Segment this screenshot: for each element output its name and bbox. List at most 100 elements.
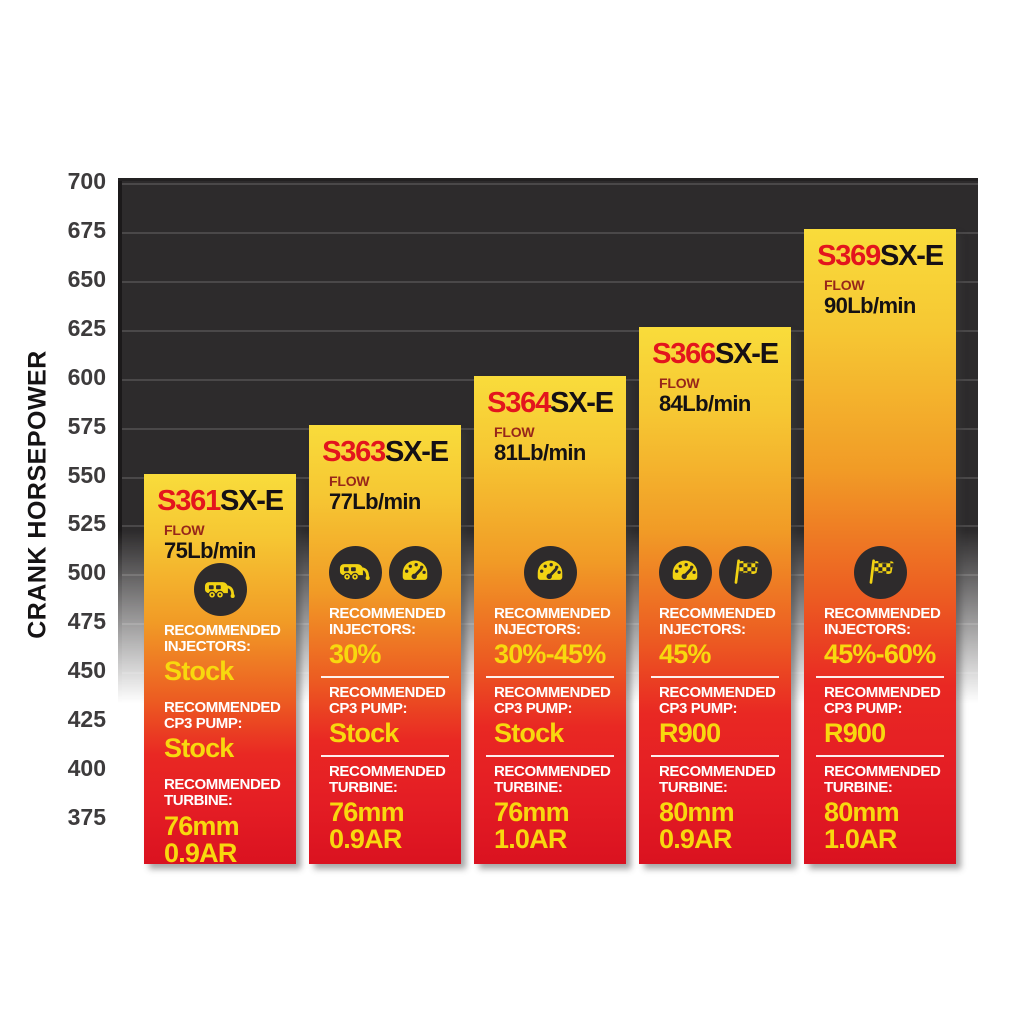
spec-section: RECOMMENDED INJECTORS: Stock — [144, 623, 296, 685]
bar-title: S369SX-E — [804, 239, 956, 272]
gauge-icon — [658, 545, 712, 599]
spec-section: RECOMMENDED INJECTORS: 30% — [309, 604, 461, 669]
flow-block: FLOW 77Lb/min — [309, 467, 461, 515]
bar-title: S361SX-E — [144, 484, 296, 517]
y-tick-label: 425 — [67, 706, 106, 733]
spec-section: RECOMMENDED TURBINE: 76mm 0.9AR — [309, 762, 461, 854]
flow-block: FLOW 84Lb/min — [639, 369, 791, 417]
y-axis-title: CRANK HORSEPOWER — [23, 350, 52, 639]
y-tick-label: 500 — [67, 559, 106, 586]
spec-section: RECOMMENDED CP3 PUMP: R900 — [804, 683, 956, 748]
bar-title: S364SX-E — [474, 386, 626, 419]
model-number: S369 — [817, 239, 881, 272]
divider — [321, 754, 449, 757]
spec-value: 76mm 1.0AR — [494, 796, 570, 854]
bar-spacer — [474, 465, 626, 545]
spec-label: RECOMMENDED CP3 PUMP: — [659, 683, 776, 717]
flow-block: FLOW 90Lb/min — [804, 271, 956, 319]
gauge-icon — [523, 545, 577, 599]
series-name: SX-E — [715, 337, 779, 370]
spec-value: 76mm 0.9AR — [329, 796, 405, 854]
model-number: S366 — [652, 337, 716, 370]
spec-value: Stock — [494, 717, 564, 748]
flow-label: FLOW — [494, 423, 535, 440]
bar-spacer — [309, 514, 461, 545]
flow-label: FLOW — [164, 521, 205, 538]
spec-value: R900 — [659, 717, 721, 748]
bar-spacer — [639, 416, 791, 545]
spec-value: 80mm 1.0AR — [824, 796, 900, 854]
spec-label: RECOMMENDED INJECTORS: — [659, 604, 776, 638]
spec-label: RECOMMENDED INJECTORS: — [494, 604, 611, 638]
y-tick-label: 400 — [67, 755, 106, 782]
usage-icons-row — [474, 545, 626, 599]
flag-icon — [718, 545, 772, 599]
bar-s361: S361SX-E FLOW 75Lb/min RECOMMENDED INJECTOR… — [144, 473, 296, 866]
spec-section: RECOMMENDED TURBINE: 76mm 1.0AR — [474, 762, 626, 854]
y-tick-label: 525 — [67, 510, 106, 537]
y-tick-label: 625 — [67, 314, 106, 341]
spec-value: 30% — [329, 638, 381, 669]
spec-label: RECOMMENDED TURBINE: — [494, 762, 611, 796]
spec-label: RECOMMENDED TURBINE: — [329, 762, 446, 796]
spec-label: RECOMMENDED INJECTORS: — [329, 604, 446, 638]
series-name: SX-E — [385, 435, 449, 468]
spec-label: RECOMMENDED CP3 PUMP: — [494, 683, 611, 717]
spec-section: RECOMMENDED INJECTORS: 30%-45% — [474, 604, 626, 668]
spec-value: Stock — [329, 717, 399, 748]
spec-label: RECOMMENDED CP3 PUMP: — [824, 683, 941, 717]
divider — [651, 754, 779, 757]
divider — [321, 675, 449, 678]
y-tick-label: 475 — [67, 608, 106, 635]
spec-value: 80mm 0.9AR — [659, 796, 735, 854]
spec-label: RECOMMENDED INJECTORS: — [824, 604, 941, 638]
bar-bottom-pad — [474, 853, 626, 864]
spec-label: RECOMMENDED CP3 PUMP: — [329, 683, 446, 717]
spec-value: Stock — [164, 733, 234, 764]
spec-label: RECOMMENDED CP3 PUMP: — [164, 699, 281, 733]
bar-bottom-pad — [309, 853, 461, 864]
bar-s366: S366SX-E FLOW 84Lb/min RECOMMENDED INJECTOR… — [639, 326, 791, 864]
y-tick-label: 600 — [67, 363, 106, 390]
spec-value: R900 — [824, 717, 886, 748]
series-name: SX-E — [550, 386, 614, 419]
model-number: S364 — [487, 386, 551, 419]
bar-title: S366SX-E — [639, 337, 791, 370]
model-number: S361 — [157, 484, 221, 517]
spec-value: 45% — [659, 638, 711, 669]
usage-icons-row — [804, 545, 956, 599]
divider — [816, 754, 944, 757]
gridline — [122, 183, 978, 185]
spec-section: RECOMMENDED INJECTORS: 45% — [639, 604, 791, 669]
spec-value: 76mm 0.9AR — [164, 810, 240, 868]
flow-value: 84Lb/min — [659, 391, 751, 417]
gridline — [122, 231, 978, 234]
spec-section: RECOMMENDED INJECTORS: 45%-60% — [804, 604, 956, 668]
y-tick-label: 450 — [67, 657, 106, 684]
divider — [651, 675, 779, 678]
spec-label: RECOMMENDED INJECTORS: — [164, 622, 281, 656]
spec-label: RECOMMENDED TURBINE: — [824, 762, 941, 796]
spec-section: RECOMMENDED CP3 PUMP: Stock — [309, 683, 461, 748]
spec-section: RECOMMENDED TURBINE: 80mm 1.0AR — [804, 762, 956, 854]
flow-block: FLOW 75Lb/min — [144, 516, 296, 564]
gauge-icon — [388, 545, 442, 599]
flow-value: 77Lb/min — [329, 489, 421, 514]
flow-label: FLOW — [329, 472, 370, 489]
spec-section: RECOMMENDED CP3 PUMP: Stock — [144, 700, 296, 762]
y-tick-label: 575 — [67, 412, 106, 439]
spec-label: RECOMMENDED TURBINE: — [659, 762, 776, 796]
series-name: SX-E — [220, 484, 284, 517]
spec-section: RECOMMENDED CP3 PUMP: R900 — [639, 683, 791, 748]
y-tick-label: 675 — [67, 216, 106, 243]
spec-section: RECOMMENDED TURBINE: 76mm 0.9AR — [144, 777, 296, 866]
model-number: S363 — [322, 435, 386, 468]
flow-label: FLOW — [659, 374, 700, 391]
spec-value: Stock — [164, 656, 234, 687]
bar-s363: S363SX-E FLOW 77Lb/min RECOMMENDED INJECTOR… — [309, 424, 461, 864]
bar-bottom-pad — [804, 853, 956, 864]
divider — [486, 754, 614, 757]
rv-icon — [328, 545, 382, 599]
divider — [486, 675, 614, 678]
bar-title: S363SX-E — [309, 435, 461, 468]
